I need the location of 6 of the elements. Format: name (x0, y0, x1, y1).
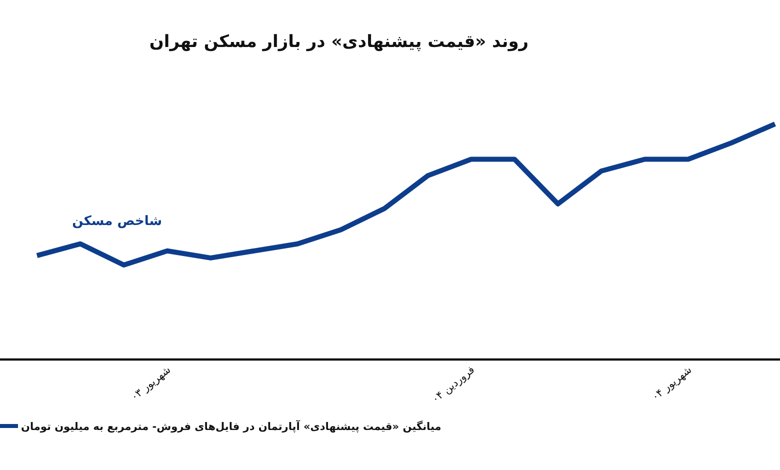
legend-label: میانگین «قیمت پیشنهادی» آپارتمان در فایل‌های فروش- مترمربع به میلیون تومان (21, 419, 442, 433)
x-tick-label: فروردین ۰۴ (430, 364, 478, 406)
chart-title: روند «قیمت پیشنهادی» در بازار مسکن تهران (149, 32, 529, 52)
x-tick-label: شهریور ۰۳ (128, 364, 174, 404)
x-tick-label: شهریور ۰۴ (650, 364, 694, 404)
annotation: شاخص مسکن (72, 214, 162, 229)
